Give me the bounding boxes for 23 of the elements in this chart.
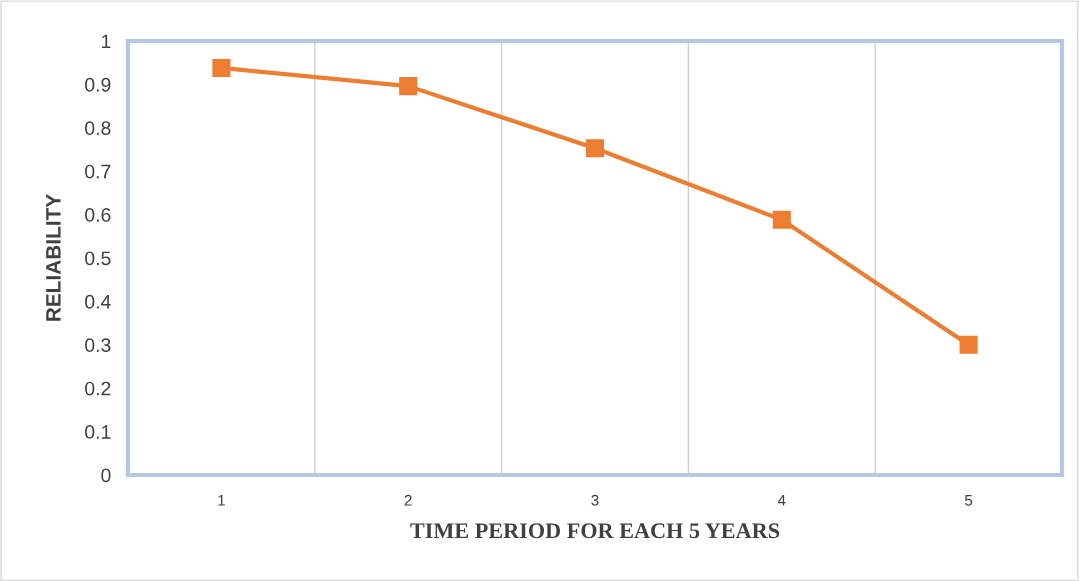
y-tick-label: 0.6	[85, 208, 111, 222]
x-tick-label: 2	[404, 494, 412, 506]
point	[959, 335, 978, 354]
y-tick-label: 1	[102, 34, 111, 49]
x-tick-label: 5	[964, 495, 973, 506]
y-tick-label: 0.8	[85, 121, 111, 136]
y-tick-label: 0.1	[85, 425, 111, 439]
x-tick-label: 1	[218, 495, 225, 506]
y-tick-label: 0.7	[85, 164, 111, 179]
y-tick-label: 0	[101, 468, 111, 483]
y-tick-label: 0.3	[85, 338, 111, 353]
y-axis-title: RELIABILITY	[46, 194, 61, 321]
point	[772, 210, 791, 229]
x-axis-title: TIME PERIOD FOR EACH 5 YEARS	[410, 523, 780, 539]
point	[585, 139, 605, 158]
y-tick-label: 0.2	[85, 381, 111, 396]
point	[212, 58, 231, 77]
y-tick-label: 0.9	[85, 77, 111, 92]
point	[399, 77, 418, 96]
x-tick-label: 4	[777, 495, 786, 506]
x-tick-label: 3	[591, 494, 599, 506]
y-tick-label: 0.5	[85, 251, 111, 266]
y-tick-label: 0.4	[85, 294, 111, 309]
